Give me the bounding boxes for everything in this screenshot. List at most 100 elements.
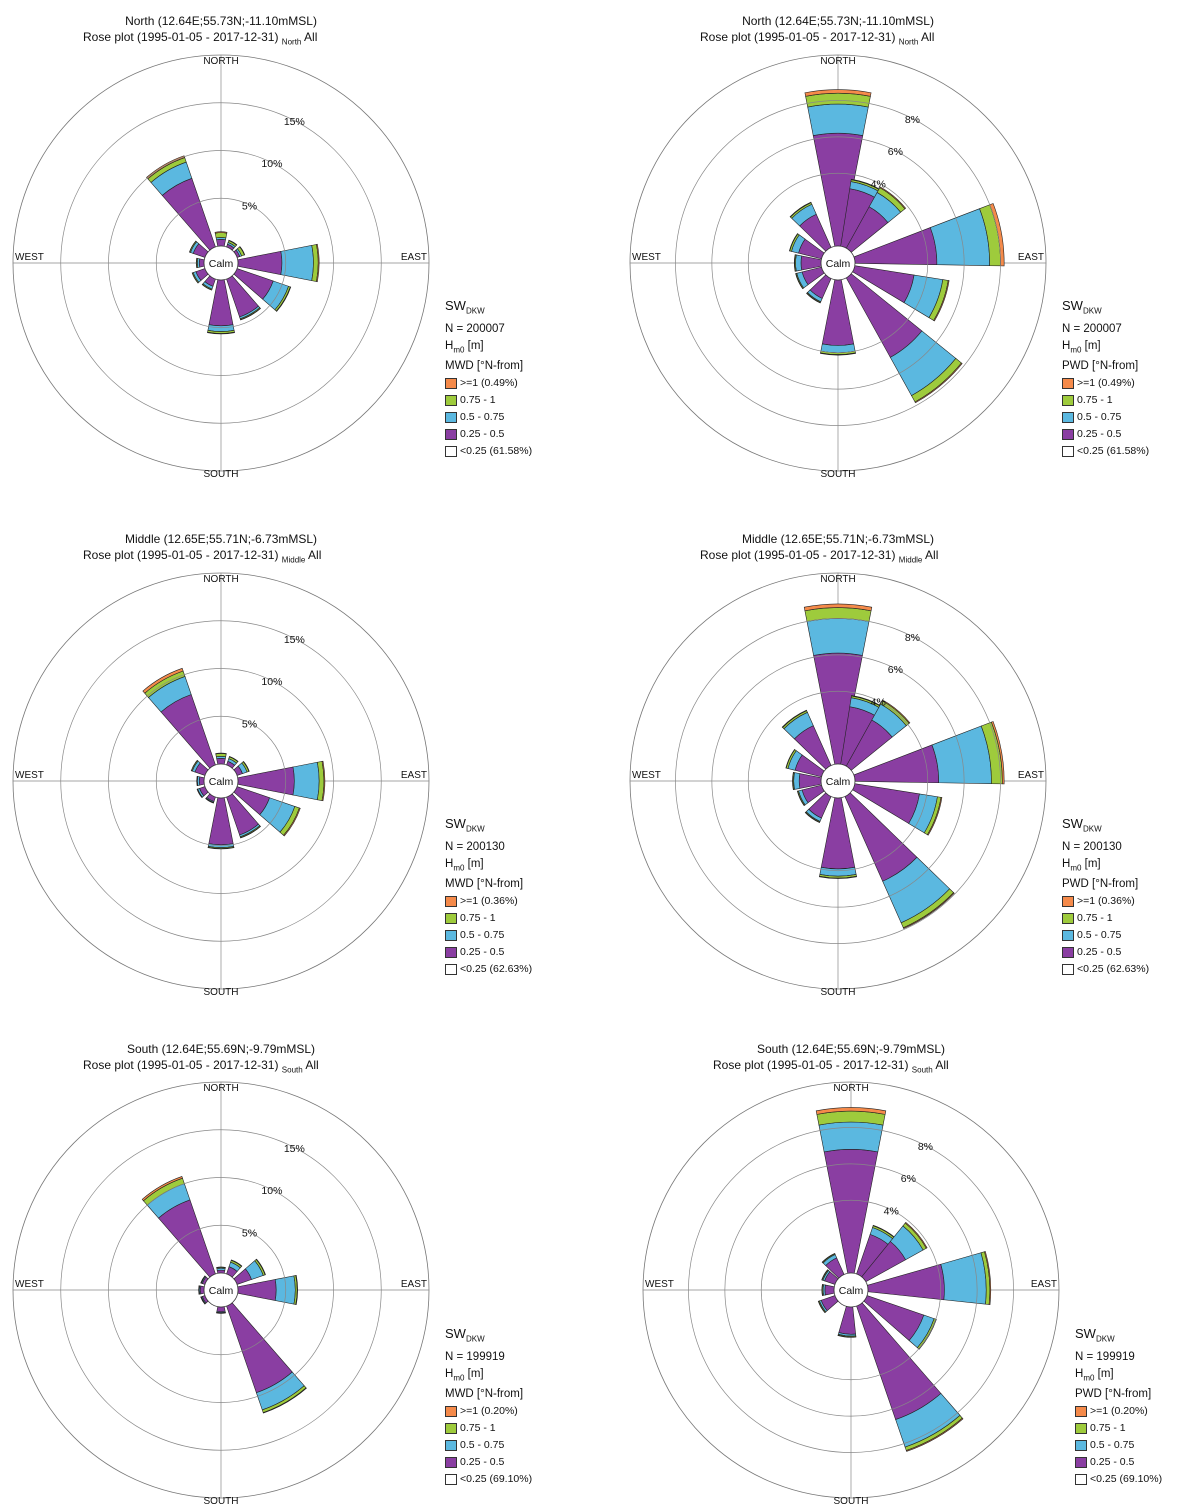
legend-entry: >=1 (0.36%) (1062, 893, 1149, 910)
ring-label: 4% (871, 178, 886, 190)
rose-wedge (881, 699, 911, 724)
direction-label-s: SOUTH (821, 469, 856, 480)
rose-wedge (141, 1176, 183, 1202)
grid-ring (60, 1129, 382, 1451)
legend-entry: 0.5 - 0.75 (445, 927, 532, 944)
subtitle-main: Rose plot (1995-01-05 - 2017-12-31) (700, 548, 896, 562)
grid-ring (155, 715, 287, 847)
grid-ring (108, 150, 334, 376)
ring-label: 4% (871, 696, 886, 708)
ring-label: 10% (261, 158, 282, 170)
legend-swatch (1075, 1439, 1087, 1451)
grid-ring (60, 620, 382, 942)
legend-direction: MWD [°N-from] (445, 1387, 524, 1400)
rose-wedge (789, 233, 799, 252)
calm-label: Calm (209, 1285, 234, 1297)
legend-parameter: Hm0 [m] (1062, 339, 1101, 354)
chart-title: North (12.64E;55.73N;-11.10mMSL) (742, 14, 934, 28)
chart-subtitle: Rose plot (1995-01-05 - 2017-12-31) Midd… (83, 548, 321, 567)
rose-wedge (189, 240, 197, 253)
subtitle-main: Rose plot (1995-01-05 - 2017-12-31) (713, 1058, 909, 1072)
rose-wedge (216, 1266, 226, 1269)
grid-ring (155, 197, 287, 329)
legend: SWDKW N = 200007 Hm0 [m] PWD [°N-from] >=1 (… (1062, 297, 1149, 460)
rose-wedge (255, 1258, 266, 1276)
calm-label: Calm (826, 258, 851, 270)
legend-parameter: Hm0 [m] (445, 1367, 484, 1382)
calm-circle (203, 763, 239, 799)
subtitle-sub: Middle (898, 555, 923, 565)
legend-swatch (1062, 411, 1074, 423)
rose-wedge (200, 1296, 206, 1305)
legend-swatch (1062, 394, 1074, 406)
calm-circle (820, 763, 856, 799)
rose-wedge (984, 1251, 992, 1305)
legend-model: SWDKW (445, 1326, 485, 1344)
legend-model: SWDKW (445, 816, 485, 834)
rose-wedge (240, 307, 261, 321)
grid-ring (711, 654, 965, 908)
rose-wedge (821, 1284, 824, 1296)
legend-parameter: Hm0 [m] (1062, 857, 1101, 872)
direction-label-e: EAST (401, 252, 427, 263)
direction-label-s: SOUTH (834, 1496, 869, 1507)
ring-label: 6% (888, 664, 903, 676)
direction-label-s: SOUTH (821, 987, 856, 998)
legend-entry: 0.25 - 0.5 (1062, 426, 1149, 443)
direction-label-w: WEST (632, 252, 661, 263)
rose-wedge (804, 811, 821, 824)
rose-wedge (216, 1312, 226, 1314)
calm-circle (833, 1272, 869, 1308)
rose-wedge (824, 1284, 835, 1296)
legend-model: SWDKW (1075, 1326, 1115, 1344)
rose-wedge (796, 790, 805, 807)
subtitle-tail: All (925, 548, 939, 562)
direction-label-w: WEST (15, 770, 44, 781)
legend-swatch (445, 1456, 457, 1468)
legend-entry: >=1 (0.20%) (1075, 1403, 1162, 1420)
legend-swatch (445, 1439, 457, 1451)
legend-entry: 0.75 - 1 (445, 1420, 532, 1437)
grid-ring (747, 172, 929, 354)
ring-label: 6% (901, 1173, 916, 1185)
subtitle-main: Rose plot (1995-01-05 - 2017-12-31) (700, 30, 896, 44)
legend-entry: >=1 (0.36%) (445, 893, 532, 910)
legend-swatch (1075, 1456, 1087, 1468)
direction-label-e: EAST (401, 1279, 427, 1290)
rose-wedge (789, 201, 812, 218)
legend-entry: 0.75 - 1 (445, 392, 532, 409)
rose-wedge (275, 286, 292, 312)
rose-wedge (819, 875, 857, 879)
legend: SWDKW N = 200130 Hm0 [m] MWD [°N-from] >=1 (… (445, 815, 532, 978)
subtitle-main: Rose plot (1995-01-05 - 2017-12-31) (83, 548, 279, 562)
ring-label: 8% (905, 632, 920, 644)
legend-entry: >=1 (0.20%) (445, 1403, 532, 1420)
rose-wedge (781, 709, 808, 728)
chart-subtitle: Rose plot (1995-01-05 - 2017-12-31) Sout… (713, 1058, 949, 1077)
legend-entry: <0.25 (61.58%) (445, 443, 532, 460)
direction-label-w: WEST (632, 770, 661, 781)
chart-subtitle: Rose plot (1995-01-05 - 2017-12-31) Midd… (700, 548, 938, 567)
direction-label-n: NORTH (833, 1083, 868, 1094)
legend-entry: 0.5 - 0.75 (445, 409, 532, 426)
subtitle-sub: South (911, 1065, 933, 1075)
rose-wedge (321, 760, 326, 802)
chart-title: Middle (12.65E;55.71N;-6.73mMSL) (124, 532, 318, 546)
rose-wedge (837, 1334, 857, 1338)
grid-ring (108, 1177, 334, 1403)
calm-label: Calm (826, 776, 851, 788)
legend-entry: <0.25 (61.58%) (1062, 443, 1149, 460)
ring-label: 15% (284, 1143, 305, 1155)
rose-wedge (207, 847, 235, 850)
legend-count: N = 200130 (445, 840, 505, 853)
grid-ring (675, 618, 1001, 944)
legend-count: N = 200007 (1062, 322, 1122, 335)
rose-wedge (240, 825, 261, 839)
legend: SWDKW N = 199919 Hm0 [m] MWD [°N-from] >=1 (… (445, 1325, 532, 1488)
legend-entry: <0.25 (62.63%) (1062, 961, 1149, 978)
subtitle-tail: All (304, 30, 318, 44)
rose-wedge (902, 892, 955, 930)
rose-wedge (792, 771, 794, 791)
